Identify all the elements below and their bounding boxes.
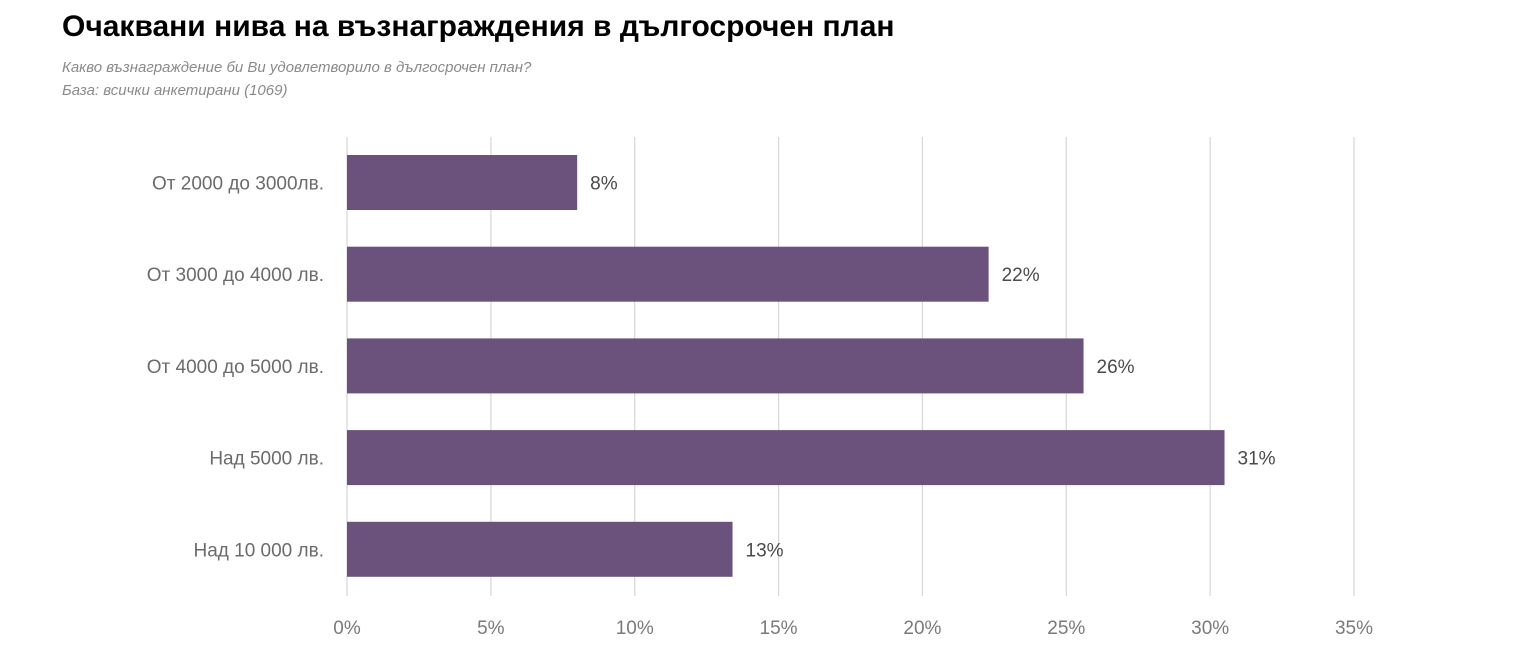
- x-tick-labels: 0% 5% 10% 15% 20% 25% 30% 35%: [333, 618, 1373, 639]
- data-labels: 8% 22% 26% 31% 13%: [590, 174, 1275, 562]
- bar: [347, 430, 1225, 486]
- x-tick-label: 30%: [1191, 618, 1229, 639]
- chart-subtitle-base: База: всички анкетирани (1069): [62, 82, 288, 99]
- bar: [347, 521, 733, 577]
- category-label: Над 5000 лв.: [209, 449, 324, 470]
- data-label: 22%: [1002, 265, 1040, 286]
- x-tick-label: 35%: [1335, 618, 1373, 639]
- category-label: От 4000 до 5000 лв.: [147, 357, 324, 378]
- bar: [347, 338, 1084, 394]
- category-labels: От 2000 до 3000лв. От 3000 до 4000 лв. От …: [147, 174, 324, 562]
- data-label: 8%: [590, 174, 618, 195]
- data-label: 31%: [1238, 449, 1276, 470]
- data-label: 13%: [746, 540, 784, 561]
- x-tick-label: 0%: [333, 618, 361, 639]
- x-tick-label: 10%: [616, 618, 654, 639]
- x-tick-label: 20%: [903, 618, 941, 639]
- bars: [347, 155, 1225, 577]
- category-label: От 2000 до 3000лв.: [152, 174, 324, 195]
- category-label: От 3000 до 4000 лв.: [147, 265, 324, 286]
- x-tick-label: 15%: [760, 618, 798, 639]
- chart-subtitle-question: Какво възнаграждение би Ви удовлетворило…: [62, 59, 532, 76]
- bar: [347, 155, 578, 210]
- data-label: 26%: [1097, 357, 1135, 378]
- category-label: Над 10 000 лв.: [193, 540, 324, 561]
- bar: [347, 246, 989, 302]
- x-tick-label: 25%: [1047, 618, 1085, 639]
- x-tick-label: 5%: [477, 618, 505, 639]
- chart-title: Очаквани нива на възнаграждения в дългос…: [62, 10, 895, 43]
